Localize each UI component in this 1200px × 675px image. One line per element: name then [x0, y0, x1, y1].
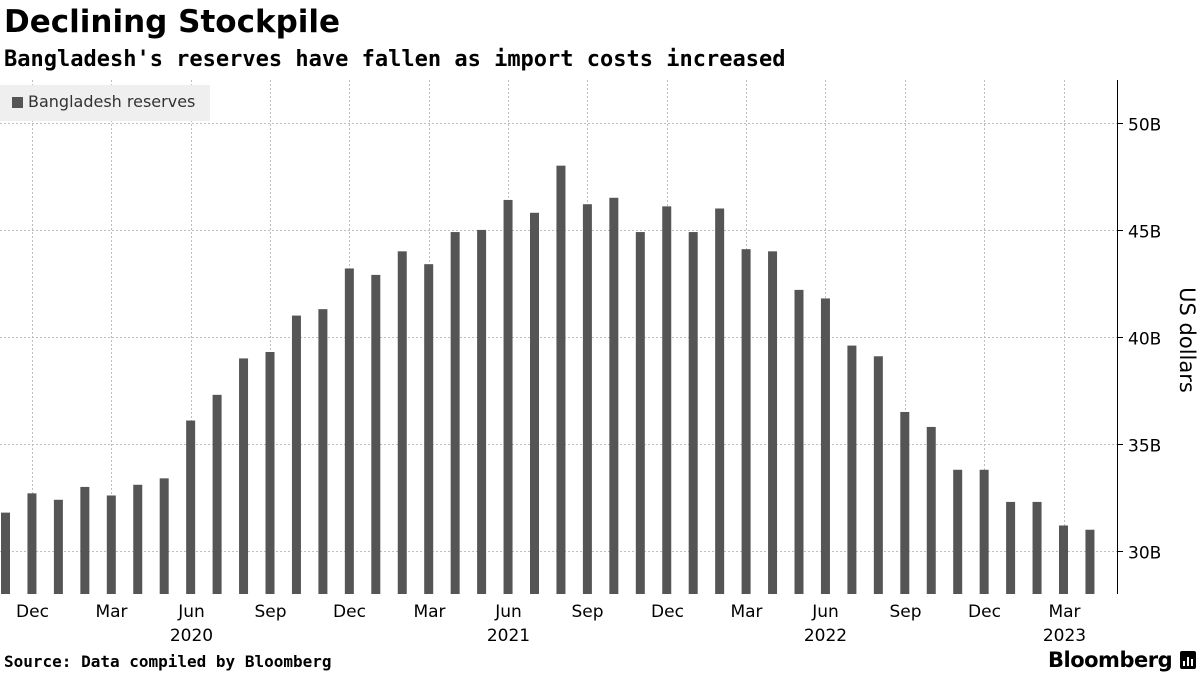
bar [979, 469, 989, 594]
bar [450, 232, 460, 594]
x-year-label: 2023 [1043, 626, 1086, 646]
bar [27, 493, 37, 594]
y-tick-label: 35B [1128, 437, 1161, 457]
x-tick-label: Mar [730, 602, 762, 622]
bar [53, 499, 63, 594]
bar [1006, 501, 1016, 594]
bar [953, 469, 963, 594]
x-tick-label: Jun [177, 602, 205, 622]
bar [609, 197, 619, 595]
legend-label: Bangladesh reserves [28, 92, 196, 111]
bar [820, 298, 830, 594]
bar [715, 208, 725, 594]
axes: 30B 35B 40B 45B 50B Dec Mar Jun 2020 Sep Dec Mar Jun… [16, 80, 1199, 646]
y-tick-label: 40B [1128, 330, 1161, 350]
bar [318, 309, 328, 594]
bar [556, 165, 566, 595]
bar [582, 204, 592, 594]
bar [477, 229, 487, 595]
bar [900, 411, 910, 594]
x-tick-label: Dec [16, 602, 49, 622]
x-tick-label: Mar [413, 602, 445, 622]
bar [741, 249, 751, 594]
bar [159, 478, 169, 594]
x-tick-label: Mar [1048, 602, 1080, 622]
bar [635, 232, 645, 594]
x-tick-label: Jun [811, 602, 839, 622]
bar [1059, 525, 1068, 594]
chart-title: Declining Stockpile [4, 4, 341, 40]
bar [212, 394, 222, 594]
bar [688, 232, 698, 594]
legend: Bangladesh reserves [0, 85, 210, 121]
y-tick-label: 50B [1128, 116, 1161, 136]
x-tick-label: Jun [494, 602, 522, 622]
legend-swatch [12, 97, 23, 108]
bar [239, 358, 249, 594]
bar [186, 420, 196, 594]
brand-logo: Bloomberg [1048, 648, 1173, 672]
bar [344, 268, 354, 594]
x-tick-label: Sep [889, 602, 921, 622]
bar [265, 351, 275, 594]
bloomberg-chart-icon [1180, 651, 1196, 669]
x-year-label: 2020 [170, 626, 213, 646]
y-axis-title: US dollars [1175, 287, 1199, 393]
bar [794, 289, 804, 594]
x-tick-label: Dec [651, 602, 684, 622]
y-tick-label: 45B [1128, 223, 1161, 243]
bar [80, 486, 90, 594]
bar [106, 495, 116, 594]
x-tick-label: Mar [95, 602, 127, 622]
bar [503, 199, 513, 594]
x-year-label: 2022 [804, 626, 847, 646]
bar [397, 251, 407, 594]
bar [873, 356, 883, 594]
bar [1, 512, 10, 594]
x-tick-label: Dec [968, 602, 1001, 622]
x-tick-label: Dec [333, 602, 366, 622]
chart-subtitle: Bangladesh's reserves have fallen as imp… [4, 47, 786, 72]
bars [1, 165, 1095, 595]
source-note: Source: Data compiled by Bloomberg [4, 652, 332, 671]
bar [926, 426, 936, 594]
x-year-label: 2021 [487, 626, 530, 646]
bar [133, 484, 143, 594]
x-tick-label: Sep [571, 602, 603, 622]
x-tick-label: Sep [254, 602, 286, 622]
bar [530, 212, 539, 594]
bar [291, 315, 301, 594]
bar [847, 345, 857, 594]
bar [768, 251, 778, 594]
y-tick-label: 30B [1128, 544, 1161, 564]
bar [1085, 529, 1095, 594]
bar [1032, 501, 1042, 594]
bar [662, 206, 672, 595]
bar [424, 264, 434, 594]
bar [371, 274, 381, 594]
